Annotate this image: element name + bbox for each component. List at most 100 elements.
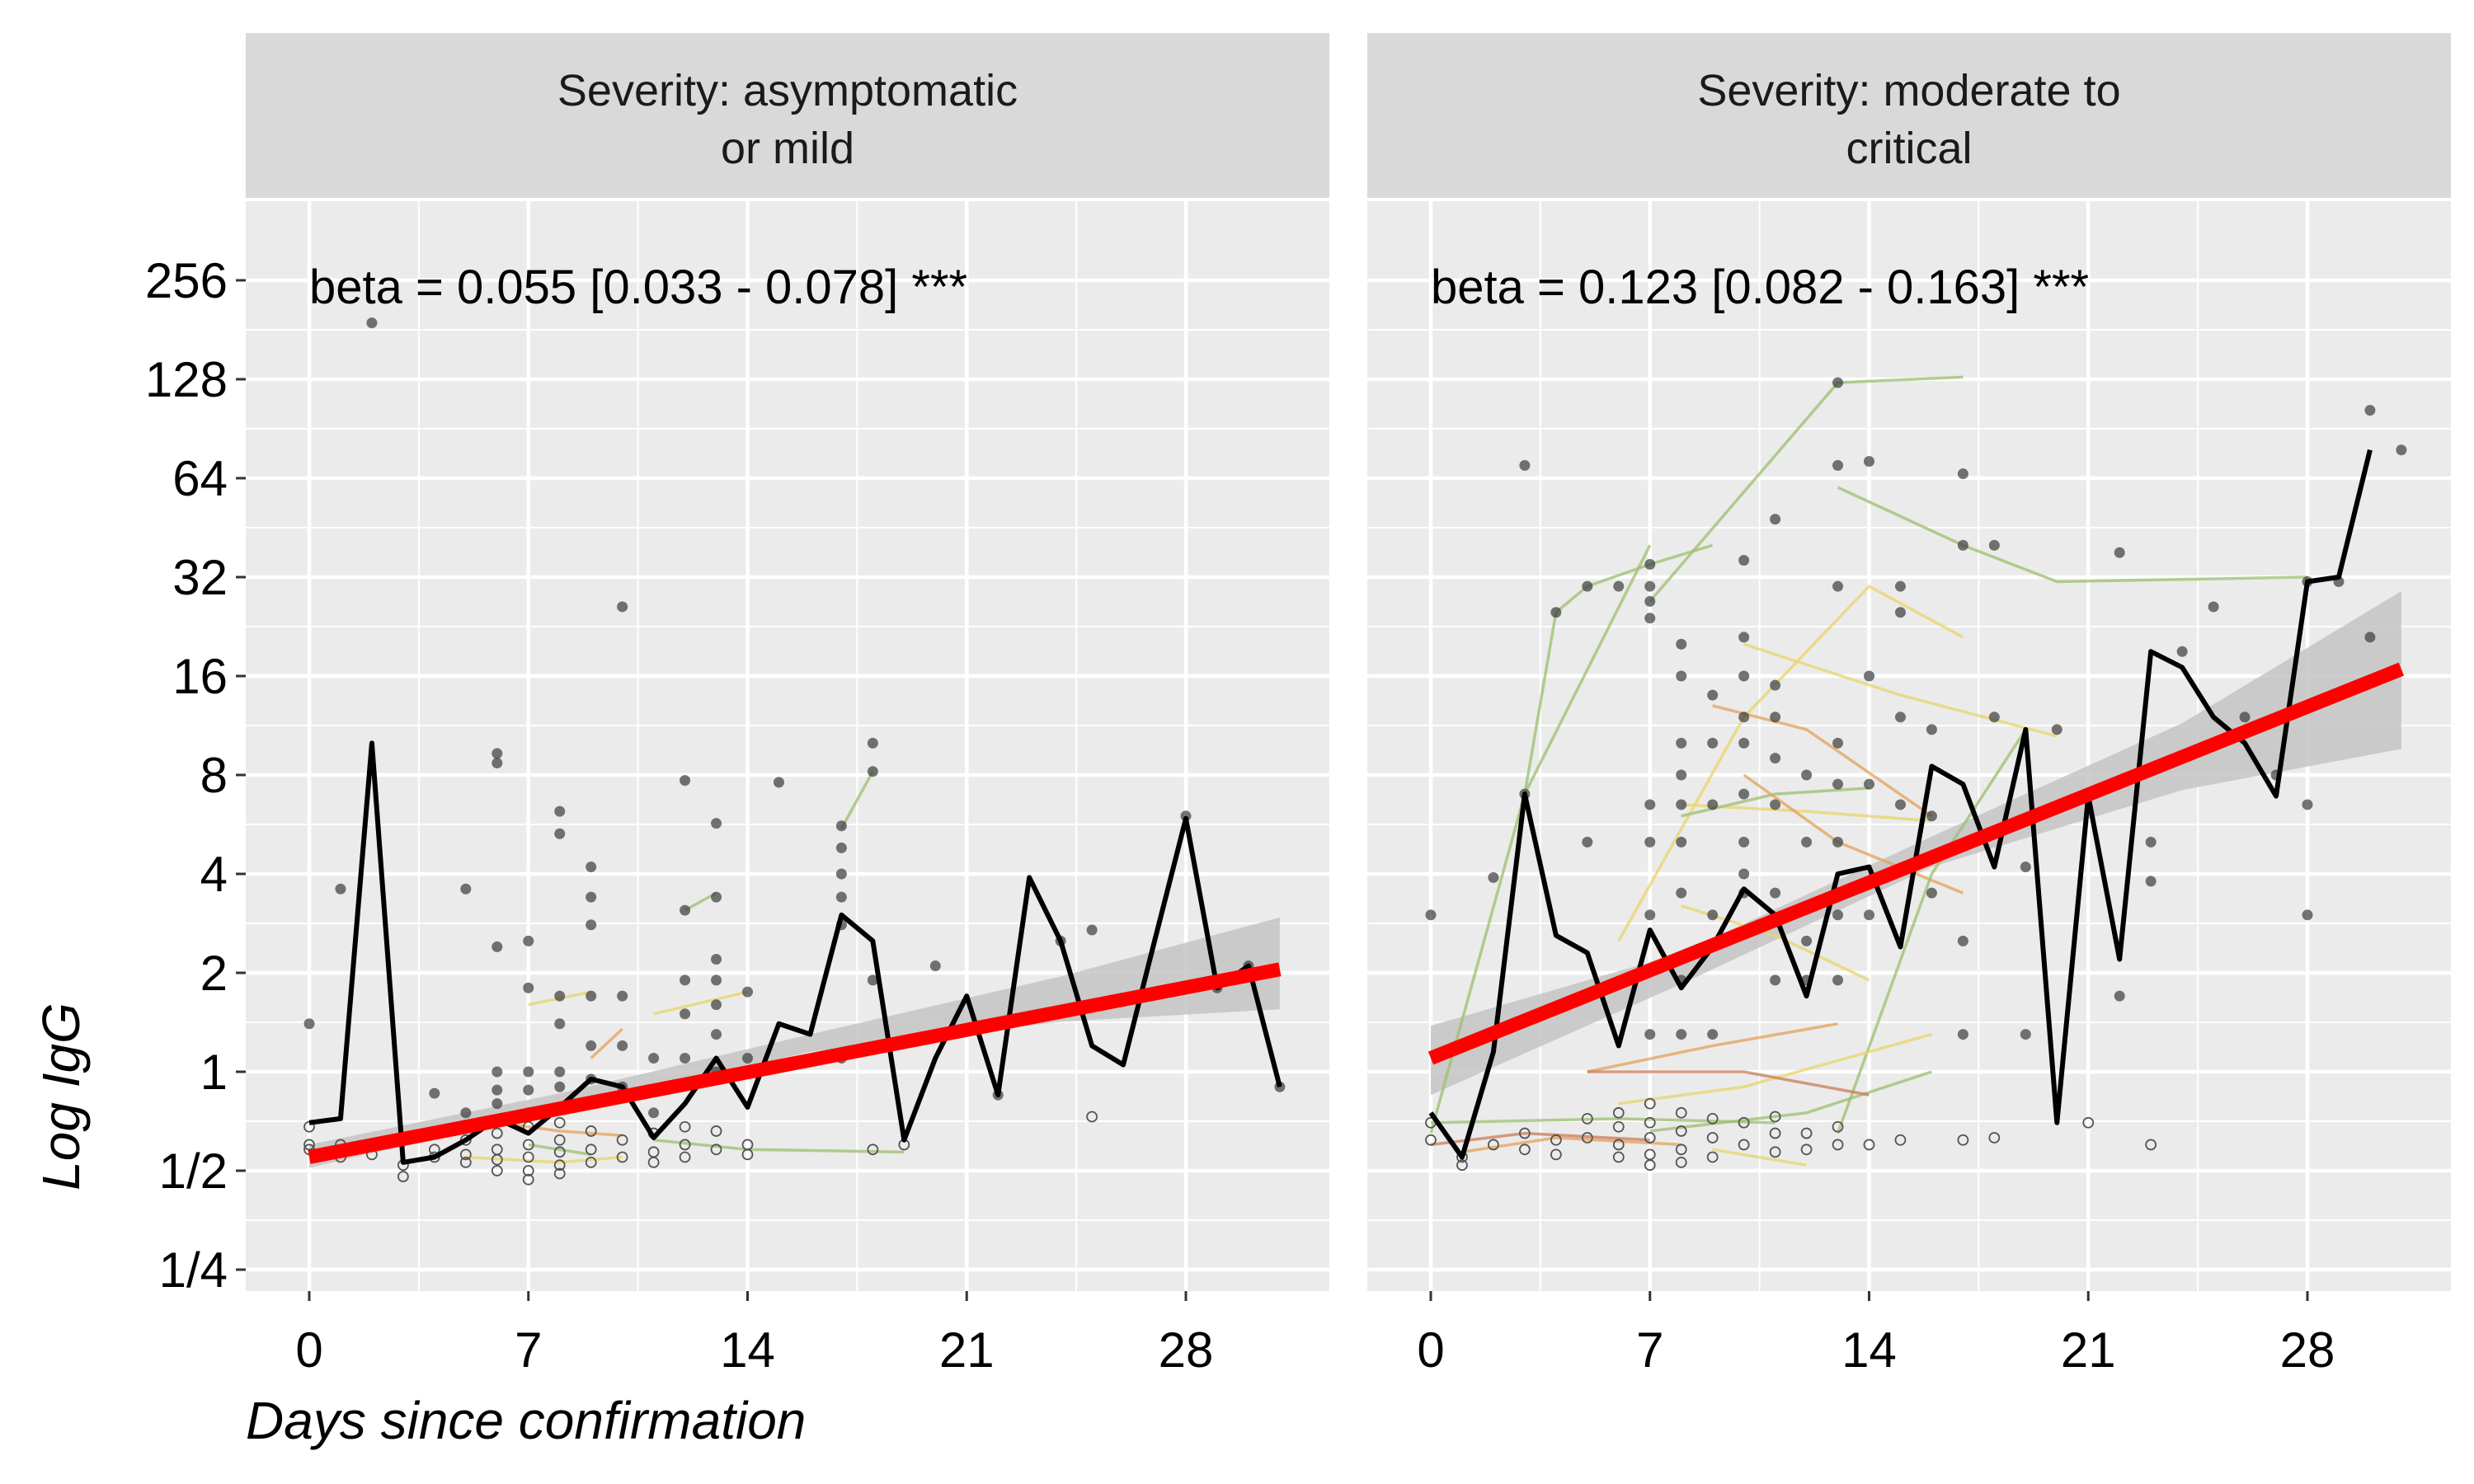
- trajectory-line: [1837, 486, 2308, 584]
- open-point: [585, 1144, 597, 1156]
- fit-line: [1427, 662, 2405, 1065]
- filled-point: [1086, 924, 1098, 936]
- filled-point: [1801, 769, 1813, 781]
- y-tick-label: 128: [145, 352, 228, 407]
- open-point: [1675, 1144, 1687, 1156]
- filled-point: [1894, 711, 1906, 723]
- filled-point: [1770, 974, 1781, 986]
- open-point: [1612, 1151, 1625, 1163]
- open-point: [1425, 1134, 1437, 1146]
- filled-point: [1613, 580, 1625, 592]
- filled-point: [492, 1066, 503, 1078]
- open-point: [1800, 1144, 1813, 1156]
- filled-point: [2020, 1029, 2031, 1040]
- filled-point: [1738, 555, 1750, 566]
- filled-point: [303, 1018, 315, 1030]
- open-point: [522, 1173, 534, 1186]
- trajectory-line: [1587, 1022, 1838, 1073]
- y-tick-label: 256: [145, 253, 228, 308]
- filled-point: [1676, 769, 1687, 781]
- open-point: [553, 1134, 566, 1146]
- filled-point: [929, 960, 941, 972]
- filled-point: [1582, 580, 1593, 592]
- filled-point: [1738, 670, 1750, 682]
- filled-point: [773, 777, 784, 788]
- filled-point: [1738, 711, 1750, 723]
- x-axis-ticks: 0 7 14 21 28: [295, 1291, 1213, 1378]
- x-tick-label: 21: [939, 1322, 995, 1378]
- open-point: [1518, 1127, 1531, 1139]
- filled-point: [554, 828, 566, 839]
- filled-point: [1582, 836, 1593, 848]
- filled-point: [1676, 670, 1687, 682]
- filled-point: [460, 883, 472, 895]
- filled-point: [1832, 377, 1844, 388]
- beta-annotation: beta = 0.055 [0.033 - 0.078] ***: [309, 261, 967, 314]
- filled-point: [1488, 871, 1499, 883]
- x-tick-label: 28: [2280, 1322, 2335, 1378]
- filled-point: [617, 990, 628, 1002]
- filled-point: [1894, 799, 1906, 810]
- open-point: [710, 1144, 722, 1156]
- x-axis-ticks: 0 7 14 21 28: [1417, 1291, 2335, 1378]
- filled-point: [586, 919, 597, 931]
- filled-point: [523, 1084, 534, 1096]
- open-point: [1644, 1159, 1656, 1172]
- filled-point: [429, 1087, 440, 1099]
- fit-line: [308, 962, 1282, 1164]
- x-tick-label: 14: [720, 1322, 775, 1378]
- open-point: [1675, 1157, 1687, 1168]
- trajectory-line: [1429, 793, 1526, 1134]
- trajectory-line: [465, 1155, 623, 1164]
- filled-point: [2364, 632, 2376, 643]
- filled-point: [2020, 862, 2031, 873]
- filled-point: [1676, 836, 1687, 848]
- filled-point: [523, 982, 534, 993]
- filled-point: [1957, 468, 1968, 480]
- open-point: [647, 1157, 660, 1168]
- open-point: [1612, 1139, 1625, 1151]
- x-tick-label: 14: [1841, 1322, 1897, 1378]
- trajectory-line: [1617, 584, 1964, 942]
- open-point: [1738, 1139, 1750, 1151]
- open-point: [679, 1120, 691, 1133]
- trajectory-line: [528, 1143, 591, 1157]
- open-point: [553, 1116, 566, 1129]
- filled-point: [1738, 737, 1750, 749]
- filled-point: [586, 862, 597, 873]
- filled-point: [1832, 737, 1844, 749]
- beta-annotation: beta = 0.123 [0.082 - 0.163] ***: [1431, 261, 2089, 314]
- open-point: [679, 1151, 691, 1163]
- panel-background: [246, 201, 1329, 1291]
- open-point: [679, 1139, 691, 1151]
- filled-point: [1864, 909, 1874, 921]
- x-tick-label: 0: [1417, 1322, 1444, 1378]
- filled-point: [2114, 990, 2125, 1002]
- filled-point: [554, 805, 566, 817]
- filled-point: [680, 775, 691, 787]
- open-point: [397, 1171, 409, 1182]
- open-point: [522, 1139, 534, 1151]
- filled-point: [492, 757, 503, 768]
- strip-title-line-2: critical: [1846, 124, 1972, 173]
- filled-point: [2145, 836, 2157, 848]
- filled-point: [1644, 558, 1656, 570]
- filled-point: [867, 974, 878, 986]
- filled-point: [1894, 607, 1906, 618]
- filled-point: [1738, 836, 1750, 848]
- y-tick-label: 64: [172, 451, 228, 506]
- open-point: [1675, 1106, 1687, 1119]
- filled-point: [680, 1008, 691, 1020]
- open-point: [2145, 1139, 2157, 1151]
- open-point: [1706, 1151, 1719, 1163]
- trajectory-line: [1836, 728, 2027, 1134]
- mean-series-line: [308, 740, 1282, 1165]
- filled-point: [1957, 935, 1968, 946]
- y-axis-ticks: 1/4 1/2 1 2 4 8 16 32 64 128 256: [145, 253, 246, 1298]
- open-point: [1988, 1132, 2001, 1144]
- trajectory-line: [684, 891, 717, 912]
- open-point: [491, 1127, 503, 1139]
- filled-point: [1770, 887, 1781, 899]
- filled-point: [1676, 799, 1687, 810]
